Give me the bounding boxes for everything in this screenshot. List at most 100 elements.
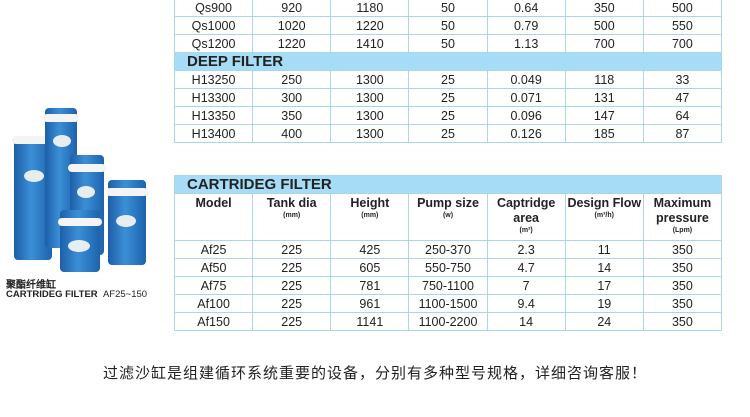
table-row: Af50 225 605 550-750 4.7 14 350 [173, 258, 723, 277]
cartridge-filter-photo: 聚酯纤维缸 CARTRIDEG FILTER AF25~150 [0, 80, 170, 310]
table-cell: 961 [330, 294, 410, 313]
table-cell: 700 [564, 34, 644, 53]
table-cell: 25 [408, 106, 488, 125]
table-cell: 17 [564, 276, 644, 295]
table-cell: 550 [642, 16, 723, 35]
table-cell: Qs1200 [173, 34, 254, 53]
table-cell: 50 [408, 34, 488, 53]
table-cell: Af150 [173, 312, 254, 331]
table-cell: 0.096 [486, 106, 566, 125]
table-cell: 131 [564, 88, 644, 107]
table-cell: 425 [330, 240, 410, 259]
table-cell: 350 [642, 312, 723, 331]
table-row: Af75 225 781 750-1100 7 17 350 [173, 276, 723, 295]
table-cell: 4.7 [486, 258, 566, 277]
table-cell: 87 [642, 124, 723, 143]
table-row: H13400 400 1300 25 0.126 185 87 [173, 124, 723, 143]
table-cell: 1300 [330, 124, 410, 143]
table-cell: 24 [564, 312, 644, 331]
table-row: H13250 250 1300 25 0.049 118 33 [173, 70, 723, 89]
table-cell: H13300 [173, 88, 254, 107]
table-cell: 920 [252, 0, 332, 17]
table-cell: 147 [564, 106, 644, 125]
table-row: Qs1200 1220 1410 50 1.13 700 700 [173, 34, 723, 53]
table-cell: 250-370 [408, 240, 488, 259]
table-cell: 9.4 [486, 294, 566, 313]
table-cell: 0.79 [486, 16, 566, 35]
table-cell: 19 [564, 294, 644, 313]
table-row: Af25 225 425 250-370 2.3 11 350 [173, 240, 723, 259]
table-cell: 25 [408, 124, 488, 143]
table-cell: 1220 [252, 34, 332, 53]
table-cell: Af25 [173, 240, 254, 259]
column-label: Model [195, 196, 232, 210]
column-header: Maximum pressure (Lpm) [642, 193, 723, 241]
sand-filter-table: Qs900 920 1180 50 0.64 350 500 Qs1000 1020 1220 50… [173, 0, 723, 143]
table-cell: 350 [642, 240, 723, 259]
table-cell: 0.049 [486, 70, 566, 89]
table-cell: 0.126 [486, 124, 566, 143]
column-label: Maximum pressure [653, 196, 712, 225]
table-cell: 185 [564, 124, 644, 143]
table-cell: 225 [252, 258, 332, 277]
cartridge-filter-table: CARTRIDEG FILTER Model Tank dia (mm) Height (… [173, 175, 723, 331]
table-cell: 350 [252, 106, 332, 125]
table-cell: H13250 [173, 70, 254, 89]
table-cell: Qs1000 [173, 16, 254, 35]
table-cell: 2.3 [486, 240, 566, 259]
column-unit: (Lpm) [672, 227, 693, 234]
table-cell: 0.64 [486, 0, 566, 17]
column-label: Tank dia [266, 196, 317, 210]
table-cell: 350 [642, 258, 723, 277]
product-cn-name: 聚酯纤维缸 [6, 280, 56, 291]
table-cell: 400 [252, 124, 332, 143]
column-label: Design Flow [567, 196, 642, 210]
table-row: Qs1000 1020 1220 50 0.79 500 550 [173, 16, 723, 35]
table-cell: 350 [642, 294, 723, 313]
table-cell: 64 [642, 106, 723, 125]
table-cell: 1141 [330, 312, 410, 331]
table-row: Af100 225 961 1100-1500 9.4 19 350 [173, 294, 723, 313]
product-range: AF25~150 [102, 289, 148, 300]
table-cell: 700 [642, 34, 723, 53]
column-unit: (m²) [519, 227, 533, 234]
section-header: DEEP FILTER [174, 52, 722, 71]
table-cell: Qs900 [173, 0, 254, 17]
column-header: Model [173, 193, 254, 241]
table-cell: 300 [252, 88, 332, 107]
section-header: CARTRIDEG FILTER [174, 175, 722, 194]
table-cell: 225 [252, 240, 332, 259]
column-header: Tank dia (mm) [252, 193, 332, 241]
table-cell: 225 [252, 294, 332, 313]
table-row: Af150 225 1141 1100-2200 14 24 350 [173, 312, 723, 331]
column-header: Height (mm) [330, 193, 410, 241]
table-cell: 1180 [330, 0, 410, 17]
table-cell: 25 [408, 70, 488, 89]
product-en-name: CARTRIDEG FILTER [6, 289, 98, 300]
table-cell: 1100-2200 [408, 312, 488, 331]
column-unit: (w) [442, 212, 454, 219]
column-unit: (m³/h) [594, 212, 614, 219]
table-cell: 350 [642, 276, 723, 295]
table-cell: 550-750 [408, 258, 488, 277]
table-cell: 1410 [330, 34, 410, 53]
table-cell: 225 [252, 312, 332, 331]
table-cell: 118 [564, 70, 644, 89]
table-cell: 1300 [330, 70, 410, 89]
table-cell: 500 [642, 0, 723, 17]
table-cell: Af75 [173, 276, 254, 295]
column-header: Pump size (w) [408, 193, 488, 241]
table-cell: 1.13 [486, 34, 566, 53]
table-cell: 47 [642, 88, 723, 107]
table-cell: 750-1100 [408, 276, 488, 295]
table-cell: 500 [564, 16, 644, 35]
column-header: Captridge area (m²) [486, 193, 566, 241]
table-cell: 7 [486, 276, 566, 295]
column-label: Captridge area [496, 196, 556, 225]
table-cell: 1300 [330, 88, 410, 107]
column-label: Pump size [417, 196, 479, 210]
table-cell: 1100-1500 [408, 294, 488, 313]
table-cell: H13350 [173, 106, 254, 125]
table-row: H13350 350 1300 25 0.096 147 64 [173, 106, 723, 125]
table-cell: 350 [564, 0, 644, 17]
